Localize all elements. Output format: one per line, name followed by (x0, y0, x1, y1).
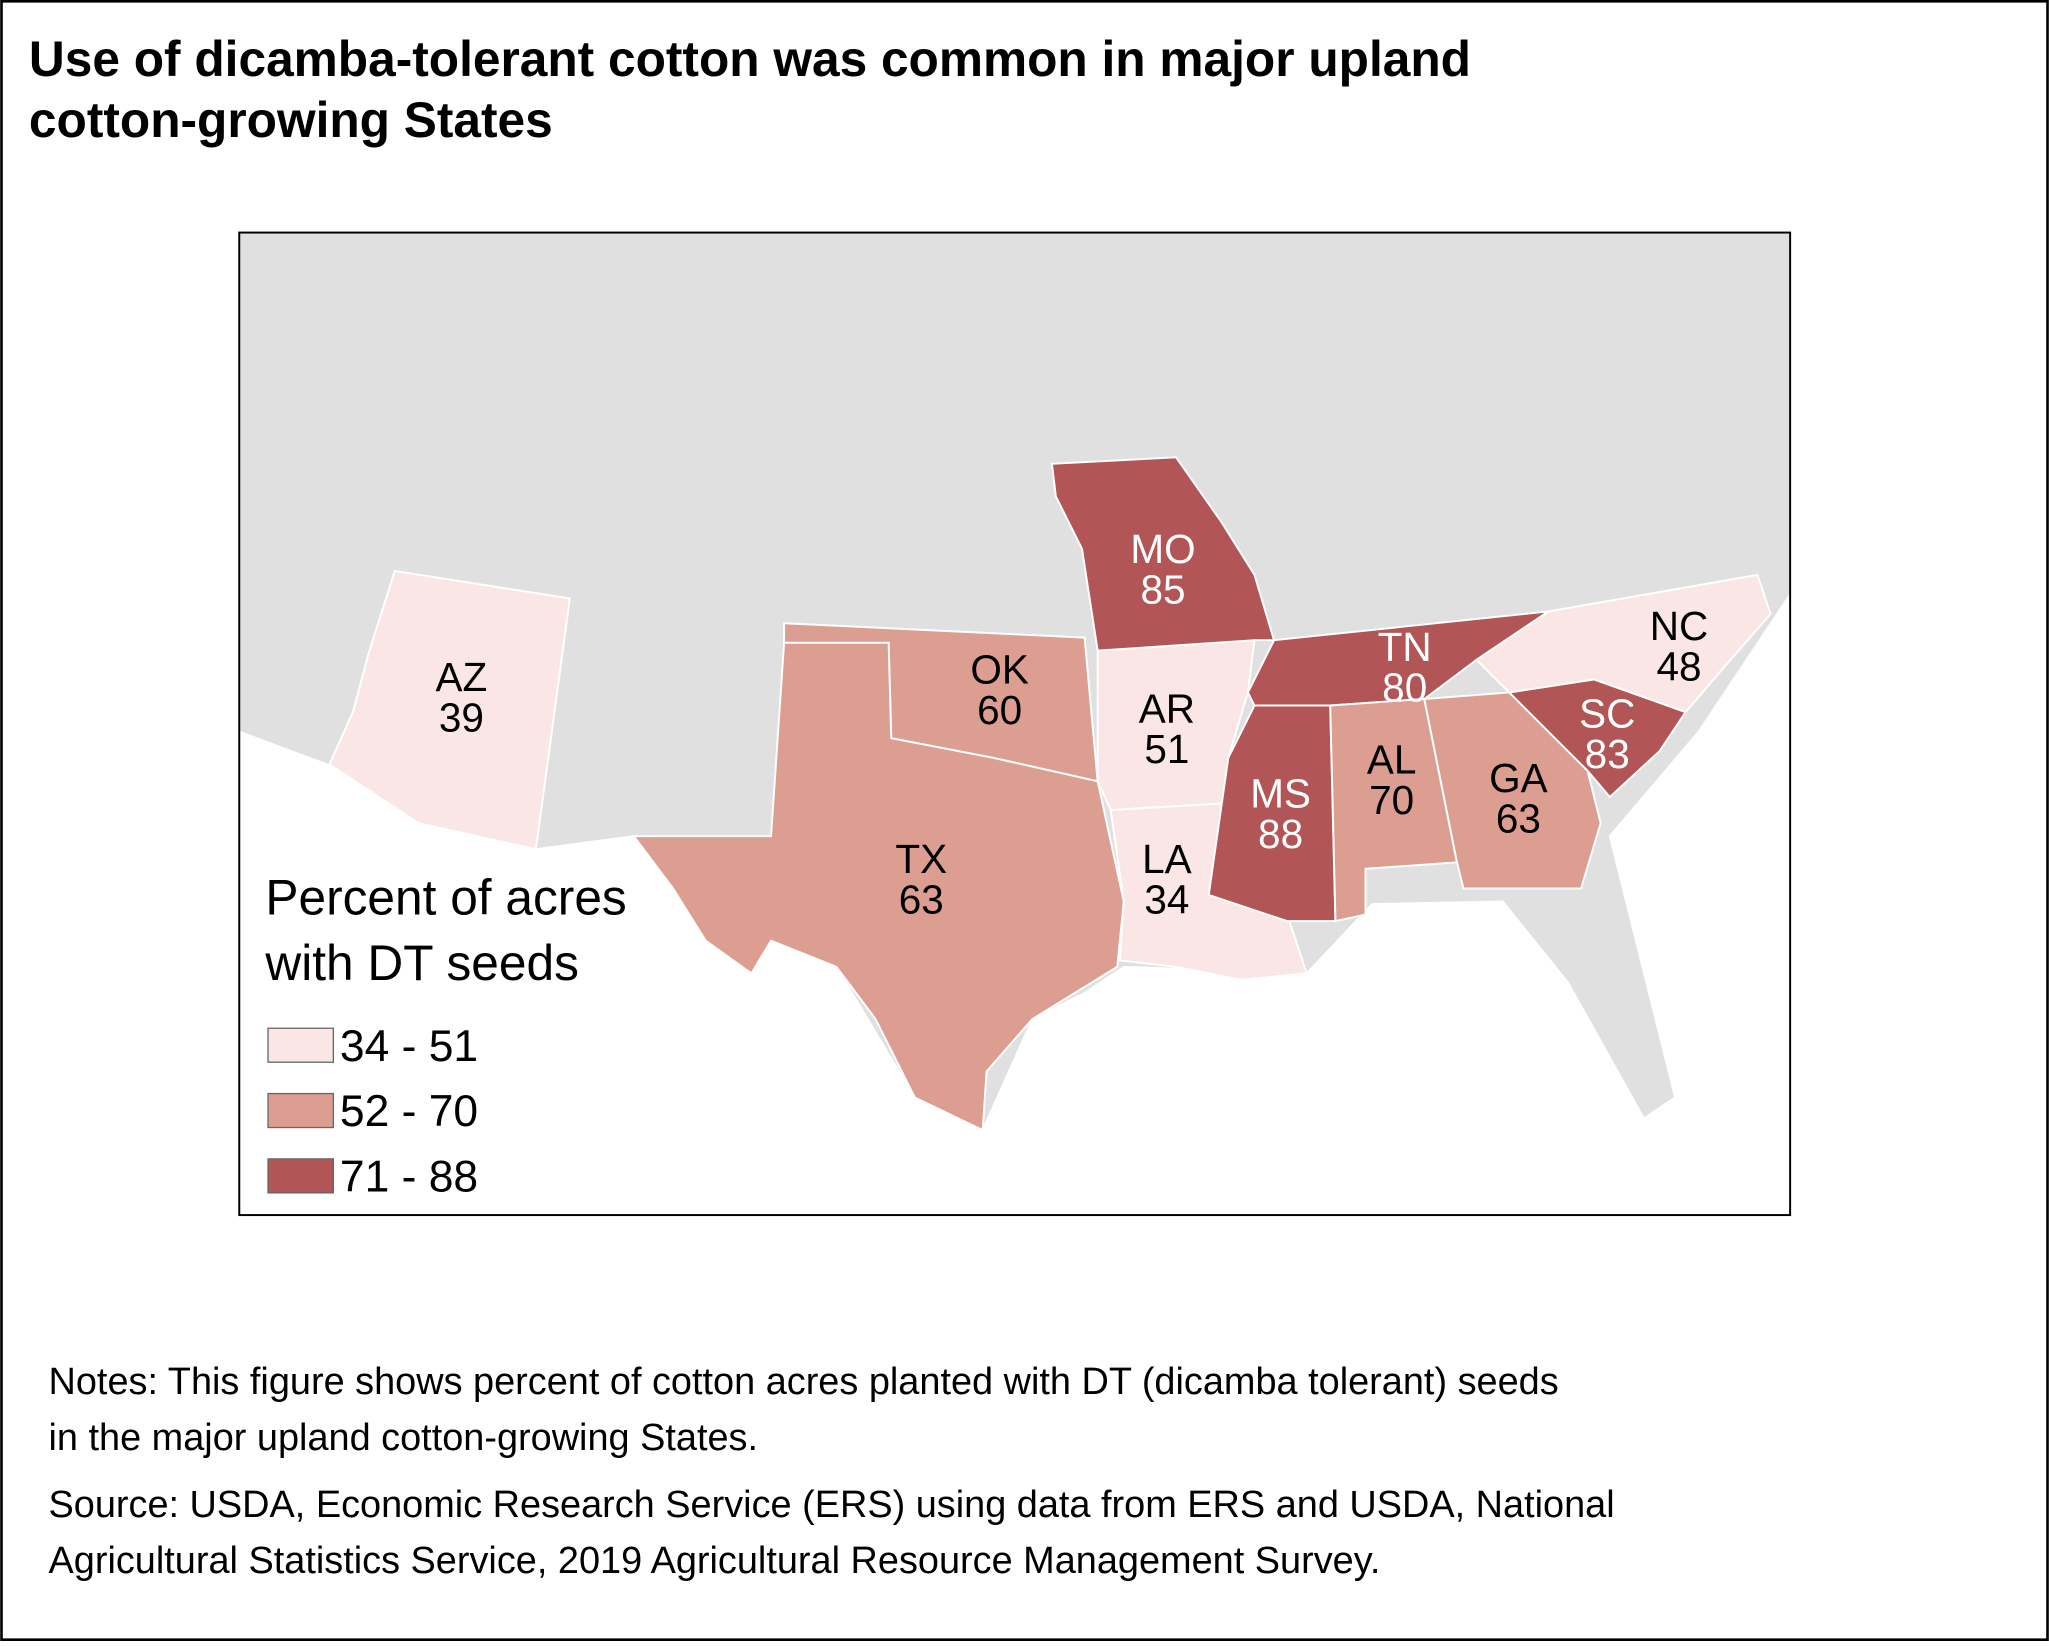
title: cotton-growing States (29, 92, 553, 148)
state-value: 70 (1369, 777, 1414, 823)
state-label: TX (895, 836, 947, 882)
state-value: 51 (1144, 726, 1189, 772)
legend-swatch (267, 1158, 334, 1194)
legend-label: 34 - 51 (340, 1022, 478, 1071)
source: Agricultural Statistics Service, 2019 Ag… (49, 1540, 1381, 1582)
notes: in the major upland cotton-growing State… (49, 1417, 759, 1459)
source: Source: USDA, Economic Research Service … (49, 1484, 1615, 1526)
state-label: NC (1650, 603, 1709, 649)
state-label: GA (1489, 755, 1548, 801)
notes: Notes: This figure shows percent of cott… (49, 1361, 1559, 1403)
legend-title: Percent of acres (265, 870, 626, 926)
state-value: 83 (1585, 731, 1630, 777)
state-value: 88 (1258, 811, 1303, 857)
state-value: 39 (439, 695, 484, 741)
state-label: TN (1378, 624, 1432, 670)
legend-title: with DT seeds (264, 935, 579, 991)
state-label: OK (970, 646, 1029, 692)
state-value: 63 (1496, 795, 1541, 841)
state-label: MS (1250, 770, 1311, 816)
state-label: SC (1579, 691, 1635, 737)
legend-swatch (267, 1027, 334, 1063)
map (238, 231, 1792, 1217)
state-label: AR (1139, 686, 1195, 732)
state-label: LA (1142, 836, 1192, 882)
legend-swatch (267, 1092, 334, 1129)
map-border (238, 231, 1792, 1217)
title: Use of dicamba-tolerant cotton was commo… (29, 31, 1471, 87)
state-value: 85 (1140, 567, 1185, 613)
state-label: MO (1130, 526, 1195, 572)
state-label: AZ (436, 654, 488, 700)
state-value: 80 (1382, 665, 1427, 711)
state (1050, 456, 1276, 652)
state (1475, 573, 1772, 714)
state-value: 63 (899, 876, 944, 922)
state (631, 641, 1125, 1132)
state-value: 60 (977, 687, 1022, 733)
legend-label: 52 - 70 (340, 1087, 478, 1136)
state-label: AL (1367, 736, 1417, 782)
state (328, 569, 571, 851)
state-value: 48 (1657, 644, 1702, 690)
state-value: 34 (1144, 876, 1189, 922)
legend-label: 71 - 88 (340, 1153, 478, 1202)
